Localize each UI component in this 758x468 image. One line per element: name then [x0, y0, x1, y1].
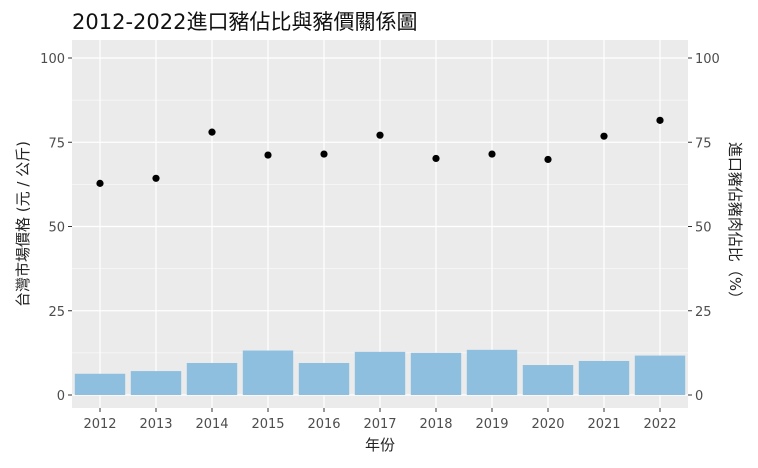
chart-title: 2012-2022進口豬佔比與豬價關係圖: [72, 10, 418, 34]
bar-2017: [354, 351, 406, 395]
bar-2013: [130, 371, 182, 395]
y-left-tick-label: 50: [48, 221, 65, 236]
point-2016: [320, 150, 328, 158]
point-2022: [656, 116, 664, 124]
point-2021: [600, 132, 608, 140]
y-left-tick-label: 25: [48, 305, 65, 320]
point-2020: [544, 155, 552, 164]
x-tick-label: 2012: [83, 417, 116, 432]
point-2015: [264, 151, 272, 159]
y-left-tick-label: 100: [40, 52, 65, 67]
x-tick-label: 2022: [643, 417, 676, 432]
y-right-tick-label: 100: [695, 52, 720, 67]
y-axis-right-title: 進口豬佔豬肉佔比（%）: [726, 142, 744, 306]
bar-2016: [298, 362, 350, 395]
bar-2019: [466, 349, 518, 395]
bar-2018: [410, 352, 462, 395]
axes: 0 0 25 25 50 50 75 75 100 100 2012 2013 2014 2015 2016…: [40, 52, 720, 432]
point-2019: [488, 150, 496, 158]
y-right-tick-label: 75: [695, 136, 712, 151]
point-2018: [432, 154, 440, 163]
point-2012: [96, 179, 104, 187]
bar-2014: [186, 362, 238, 395]
bar-2022: [634, 355, 686, 395]
x-tick-label: 2021: [587, 417, 620, 432]
x-tick-label: 2019: [475, 417, 508, 432]
y-axis-left-title: 台灣市場價格 (元 / 公斤): [14, 141, 32, 307]
point-2013: [152, 174, 160, 182]
x-axis-title: 年份: [365, 436, 395, 454]
x-tick-label: 2020: [531, 417, 564, 432]
x-tick-label: 2014: [195, 417, 228, 432]
point-series: [96, 116, 664, 187]
y-left-tick-label: 75: [48, 136, 65, 151]
x-tick-label: 2018: [419, 417, 452, 432]
bar-2012: [74, 373, 126, 395]
x-tick-label: 2017: [363, 417, 396, 432]
bar-series: [74, 349, 686, 395]
point-2017: [376, 131, 384, 139]
point-2014: [208, 128, 216, 136]
x-tick-label: 2015: [251, 417, 284, 432]
y-left-tick-label: 0: [57, 389, 65, 404]
x-tick-label: 2013: [139, 417, 172, 432]
x-tick-label: 2016: [307, 417, 340, 432]
y-right-tick-label: 25: [695, 305, 712, 320]
bar-2021: [578, 360, 630, 395]
bar-2020: [522, 365, 574, 395]
bar-2015: [242, 350, 294, 395]
y-right-tick-label: 50: [695, 221, 712, 236]
y-right-tick-label: 0: [695, 389, 703, 404]
